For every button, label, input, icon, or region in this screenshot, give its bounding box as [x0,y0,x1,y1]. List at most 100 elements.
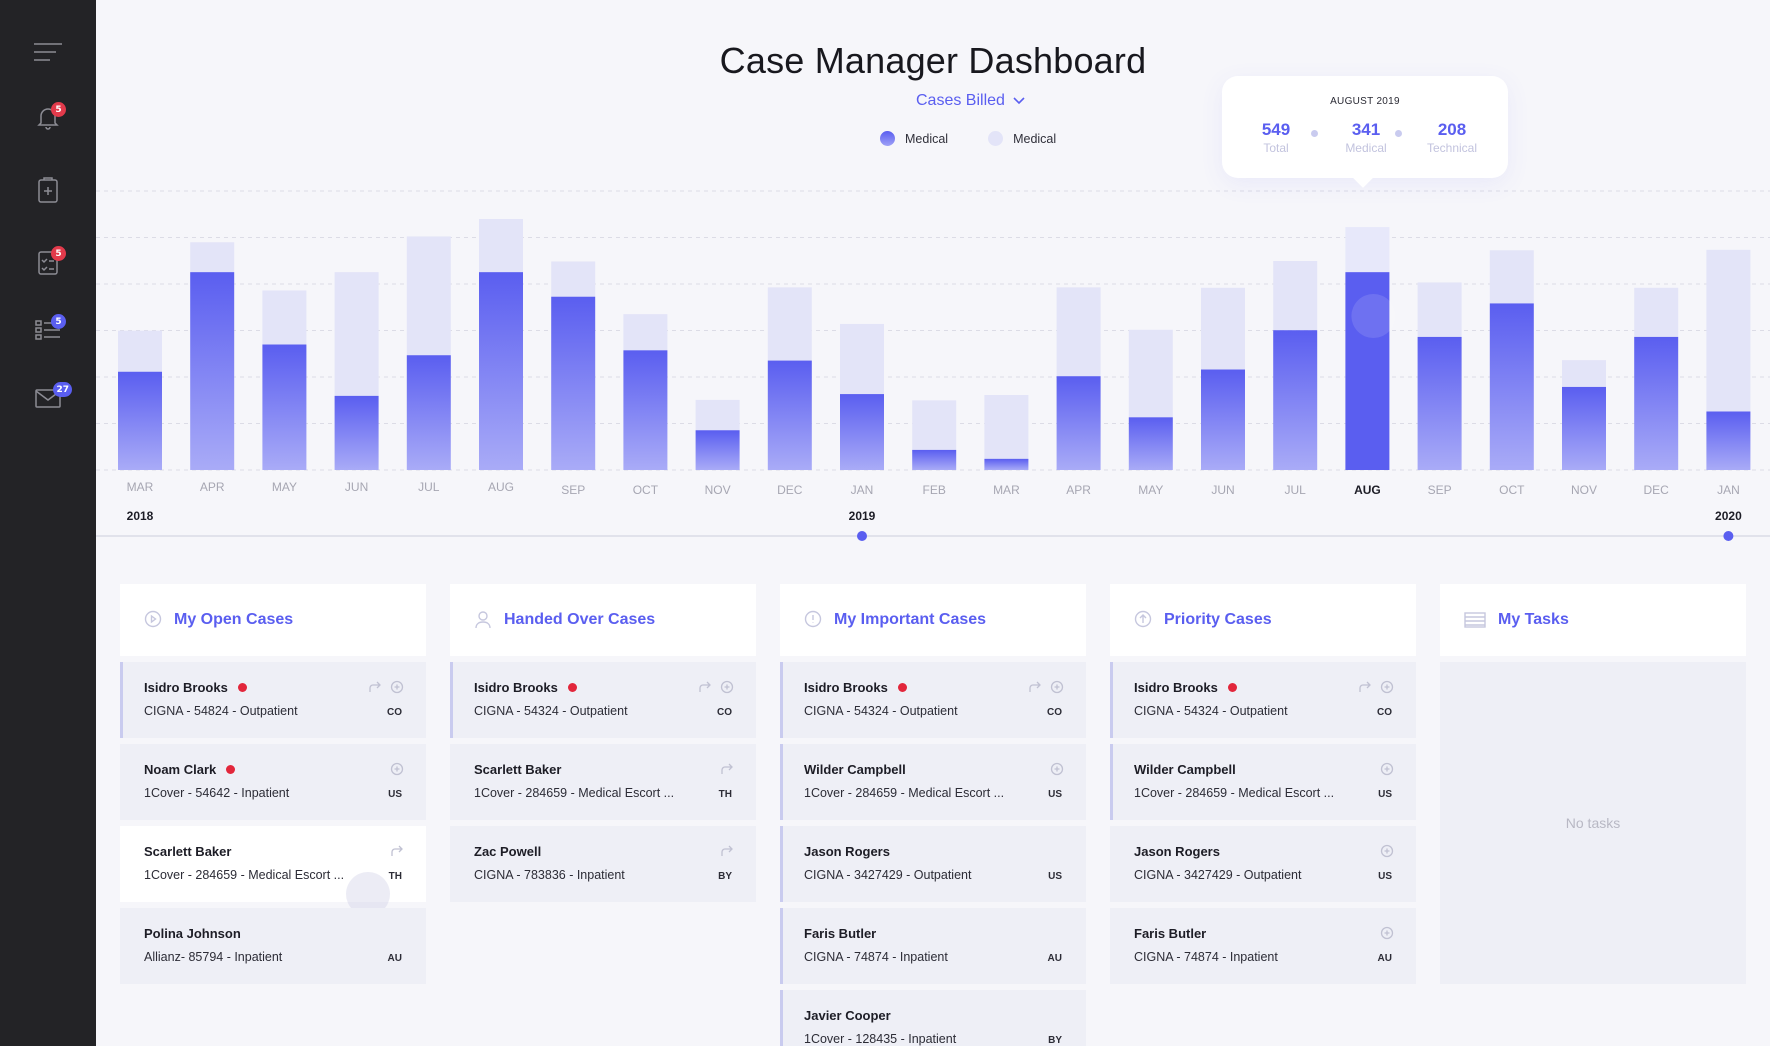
case-name: Javier Cooper [804,1008,891,1023]
bar-segment-primary [1706,411,1751,470]
panel-header[interactable]: My Open Cases [120,584,426,656]
menu-icon [34,43,62,61]
chart-legend: Medical Medical [880,131,1056,146]
plus-circle-icon[interactable] [1380,926,1394,940]
case-description: CIGNA - 54324 - Outpatient [474,704,628,718]
case-item[interactable]: Faris Butler CIGNA - 74874 - Inpatient A… [1110,908,1416,984]
legend-label-a: Medical [905,131,949,146]
menu-button[interactable] [28,32,68,72]
share-icon[interactable] [1358,680,1372,694]
urgent-indicator [226,765,236,774]
bar-segment-secondary [695,399,740,431]
bar-segment-secondary [1345,227,1390,273]
country-code: TH [718,789,732,800]
bar-segment-primary [695,430,740,470]
case-name-row: Wilder Campbell [1134,762,1392,777]
case-item[interactable]: Scarlett Baker 1Cover - 284659 - Medical… [450,744,756,820]
notifications-button[interactable]: 5 [28,98,68,138]
share-icon[interactable] [368,680,382,694]
case-name: Noam Clark [144,762,217,777]
bar-segment-primary [1489,303,1534,470]
plus-circle-icon[interactable] [1050,762,1064,776]
metric-dropdown[interactable]: Cases Billed [916,92,1025,110]
share-icon[interactable] [720,762,734,776]
cases-panel: Priority Cases Isidro Brooks CIGNA - 543… [1110,584,1416,984]
panel-header[interactable]: My Important Cases [780,584,1086,656]
case-item[interactable]: Noam Clark 1Cover - 54642 - Inpatient US [120,744,426,820]
timeline-marker [1723,531,1734,541]
bar-segment-primary [262,344,307,470]
checklist-button[interactable]: 5 [28,242,68,282]
case-name: Scarlett Baker [474,762,562,777]
plus-circle-icon[interactable] [720,680,734,694]
plus-circle-icon[interactable] [390,680,404,694]
table-icon [1464,612,1486,628]
year-label: 2020 [1715,509,1742,523]
case-item[interactable]: Isidro Brooks CIGNA - 54324 - Outpatient… [1110,662,1416,738]
share-icon[interactable] [390,844,404,858]
urgent-indicator [1227,683,1237,692]
legend-item-a[interactable]: Medical [880,131,948,146]
list-button[interactable]: 5 [28,310,68,350]
case-actions [1358,680,1394,694]
tasks-panel-title: My Tasks [1498,611,1569,628]
x-tick-label: JUN [1211,483,1234,497]
case-actions [368,680,404,694]
panel-title: Priority Cases [1164,611,1272,628]
case-item[interactable]: Jason Rogers CIGNA - 3427429 - Outpatien… [1110,826,1416,902]
x-tick-label: APR [1066,483,1091,497]
panel-header[interactable]: Priority Cases [1110,584,1416,656]
share-icon[interactable] [698,680,712,694]
x-tick-label: SEP [1428,483,1452,497]
case-item[interactable]: Javier Cooper 1Cover - 128435 - Inpatien… [780,990,1086,1046]
case-description: CIGNA - 3427429 - Outpatient [804,868,972,882]
x-tick-label: JAN [851,483,874,497]
bar-segment-secondary [1128,329,1173,418]
case-item[interactable]: Polina Johnson Allianz- 85794 - Inpatien… [120,908,426,984]
case-description: CIGNA - 54824 - Outpatient [144,704,298,718]
panel-header[interactable]: Handed Over Cases [450,584,756,656]
tasks-panel: My Tasks No tasks [1440,584,1746,984]
bar-segment-primary [1562,386,1606,470]
case-item[interactable]: Isidro Brooks CIGNA - 54324 - Outpatient… [780,662,1086,738]
year-label: 2018 [127,509,154,523]
plus-circle-icon[interactable] [390,762,404,776]
bar-segment-primary [1056,376,1101,470]
case-actions [1380,926,1394,940]
tasks-panel-header[interactable]: My Tasks [1440,584,1746,656]
case-name-row: Jason Rogers [1134,844,1392,859]
case-name: Jason Rogers [1134,844,1220,859]
case-actions [698,680,734,694]
case-item[interactable]: Wilder Campbell 1Cover - 284659 - Medica… [780,744,1086,820]
case-name-row: Javier Cooper [804,1008,1062,1023]
country-code: AU [1377,953,1392,964]
tasks-empty-text: No tasks [1565,815,1621,831]
bar-segment-secondary [1489,250,1534,304]
case-name: Isidro Brooks [474,680,558,695]
case-item[interactable]: Isidro Brooks CIGNA - 54824 - Outpatient… [120,662,426,738]
case-item[interactable]: Jason Rogers CIGNA - 3427429 - Outpatien… [780,826,1086,902]
messages-button[interactable]: 27 [28,378,72,418]
case-item[interactable]: Zac Powell CIGNA - 783836 - Inpatient BY [450,826,756,902]
plus-circle-icon[interactable] [1380,762,1394,776]
x-tick-label: AUG [488,480,514,494]
share-icon[interactable] [1028,680,1042,694]
bar-segment-secondary [406,236,451,356]
case-item[interactable]: Scarlett Baker 1Cover - 284659 - Medical… [120,826,426,916]
plus-circle-icon[interactable] [1380,844,1394,858]
plus-circle-icon[interactable] [1380,680,1394,694]
new-case-button[interactable] [28,170,68,210]
case-item[interactable]: Isidro Brooks CIGNA - 54324 - Outpatient… [450,662,756,738]
plus-circle-icon[interactable] [1050,680,1064,694]
share-icon[interactable] [720,844,734,858]
bar-segment-secondary [118,330,162,372]
case-actions [720,844,734,858]
case-description: CIGNA - 54324 - Outpatient [1134,704,1288,718]
case-item[interactable]: Faris Butler CIGNA - 74874 - Inpatient A… [780,908,1086,984]
case-name-row: Noam Clark [144,762,402,777]
case-item[interactable]: Wilder Campbell 1Cover - 284659 - Medica… [1110,744,1416,820]
country-code: TH [388,871,402,882]
case-name-row: Faris Butler [804,926,1062,941]
legend-item-b[interactable]: Medical [988,131,1056,146]
bar-segment-primary [1201,369,1245,470]
